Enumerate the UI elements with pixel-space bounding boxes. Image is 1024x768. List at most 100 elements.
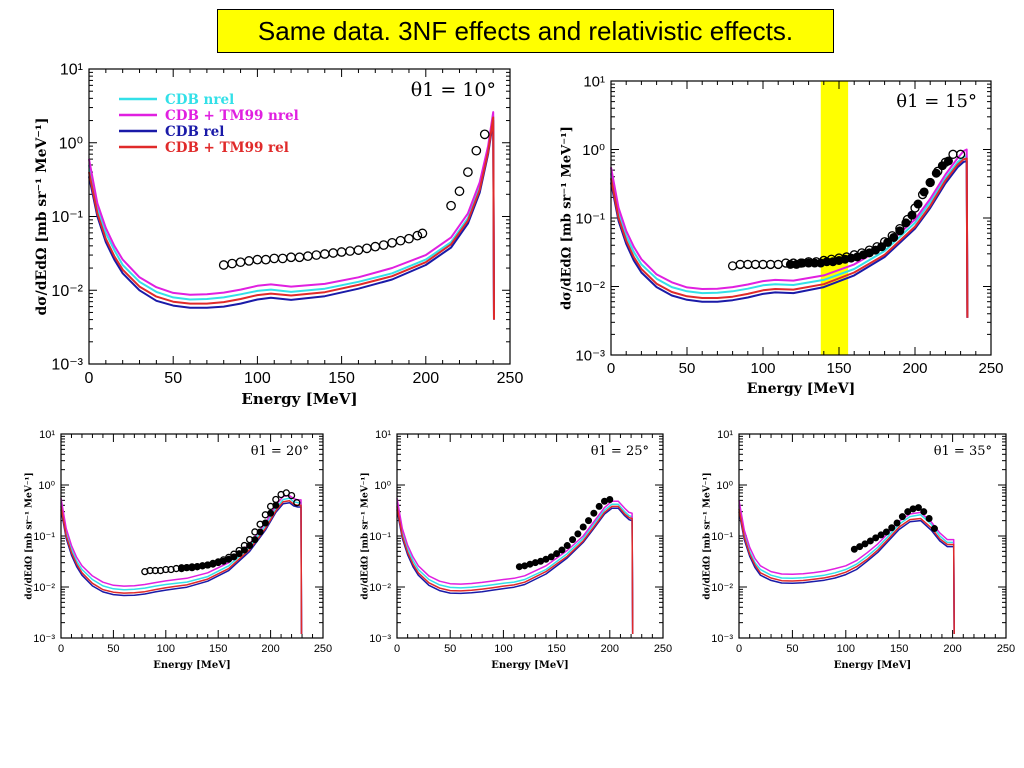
series-line-cdb-rel bbox=[610, 160, 969, 318]
x-axis-label: Energy [MeV] bbox=[491, 660, 568, 671]
panel-2: 10⁻³ 10⁻² 10⁻¹ 10⁰ 10¹ 0 50 100 150 200 250 θ1 = 15… bbox=[560, 73, 1004, 397]
data-point-open bbox=[277, 253, 288, 264]
data-point-filled bbox=[931, 168, 941, 178]
legend-label: CDB + TM99 nrel bbox=[165, 108, 299, 124]
data-point-filled bbox=[240, 546, 248, 554]
data-point-open bbox=[336, 247, 347, 257]
series-line-cdb-tm99-rel bbox=[738, 508, 955, 635]
series-line-cdb-rel bbox=[60, 501, 303, 635]
title-text: Same data. 3NF effects and relativistic … bbox=[257, 15, 794, 46]
x-tick-label: 100 bbox=[837, 643, 855, 655]
data-point-filled bbox=[261, 519, 269, 527]
data-point-open bbox=[260, 254, 271, 265]
x-tick-label: 250 bbox=[997, 643, 1015, 655]
data-point-filled bbox=[606, 495, 614, 503]
data-point-filled bbox=[267, 509, 275, 517]
y-axis-label: dσ/dEdΩ [mb sr⁻¹ MeV⁻¹] bbox=[34, 118, 50, 316]
data-point-filled bbox=[256, 528, 264, 536]
y-tick-label: 10⁰ bbox=[374, 480, 391, 492]
data-point-filled bbox=[866, 537, 874, 545]
series-line-cdb-tm99-nrel bbox=[610, 148, 969, 318]
x-tick-label: 100 bbox=[157, 643, 175, 655]
data-point-open bbox=[404, 233, 414, 244]
y-tick-label: 10⁰ bbox=[716, 480, 733, 492]
y-tick-label: 10⁻² bbox=[711, 582, 733, 594]
x-tick-label: 50 bbox=[444, 643, 456, 655]
series-line-cdb-nrel bbox=[60, 497, 303, 635]
data-point-filled bbox=[888, 524, 896, 532]
data-point-filled bbox=[585, 517, 593, 525]
plot-frame bbox=[88, 68, 511, 365]
data-point-open bbox=[328, 248, 339, 258]
highlight-band bbox=[820, 81, 849, 355]
y-tick-label: 10⁻¹ bbox=[575, 210, 605, 227]
theta-label: θ1 = 10° bbox=[411, 79, 496, 101]
data-point-filled bbox=[913, 199, 923, 209]
y-axis-label: dσ/dEdΩ [mb sr⁻¹ MeV⁻¹] bbox=[24, 472, 34, 599]
data-point-open bbox=[286, 252, 296, 263]
x-tick-label: 0 bbox=[736, 643, 742, 655]
data-point-open bbox=[287, 491, 296, 500]
y-tick-label: 10⁻² bbox=[575, 279, 605, 296]
y-tick-label: 10⁰ bbox=[582, 142, 605, 159]
y-tick-label: 10⁻³ bbox=[51, 357, 83, 374]
data-point-filled bbox=[272, 501, 280, 509]
theta-label: θ1 = 25° bbox=[591, 444, 649, 459]
y-tick-label: 10¹ bbox=[717, 429, 733, 441]
data-point-filled bbox=[595, 502, 603, 510]
data-point-filled bbox=[914, 504, 922, 512]
series-line-cdb-nrel bbox=[738, 505, 955, 635]
theta-label: θ1 = 35° bbox=[934, 444, 992, 459]
x-tick-label: 150 bbox=[826, 360, 851, 377]
data-point-open bbox=[378, 240, 389, 250]
data-point-filled bbox=[895, 226, 905, 236]
x-tick-label: 250 bbox=[978, 360, 1003, 377]
legend-label: CDB rel bbox=[165, 124, 224, 140]
data-point-open bbox=[765, 259, 776, 270]
data-point-open bbox=[235, 257, 246, 268]
data-point-open bbox=[735, 259, 745, 270]
data-point-open bbox=[151, 566, 159, 575]
data-point-filled bbox=[937, 161, 947, 171]
data-point-filled bbox=[877, 531, 885, 539]
data-point-filled bbox=[547, 553, 555, 561]
data-point-filled bbox=[901, 218, 911, 228]
data-point-filled bbox=[889, 232, 899, 242]
x-tick-label: 250 bbox=[497, 370, 524, 387]
data-point-open bbox=[362, 243, 372, 254]
series-line-cdb-tm99-nrel bbox=[88, 111, 495, 320]
data-point-open bbox=[269, 253, 280, 264]
x-tick-label: 150 bbox=[328, 370, 355, 387]
data-point-open bbox=[227, 258, 237, 269]
panel-3: 10⁻³ 10⁻² 10⁻¹ 10⁰ 10¹ 0 50 100 150 200 250 θ1 = 20… bbox=[24, 429, 332, 671]
data-point-filled bbox=[850, 545, 858, 553]
y-tick-label: 10⁻¹ bbox=[711, 531, 733, 543]
data-point-open bbox=[955, 149, 966, 159]
data-point-filled bbox=[590, 509, 598, 517]
data-point-open bbox=[773, 259, 783, 270]
data-point-filled bbox=[574, 530, 582, 538]
x-tick-label: 200 bbox=[902, 360, 927, 377]
data-point-filled bbox=[569, 536, 577, 544]
data-point-open bbox=[412, 230, 423, 241]
data-point-filled bbox=[861, 540, 869, 548]
data-point-open bbox=[272, 495, 280, 504]
data-point-open bbox=[395, 235, 406, 246]
y-tick-label: 10⁻² bbox=[369, 582, 391, 594]
y-tick-label: 10⁻¹ bbox=[33, 531, 55, 543]
x-tick-label: 150 bbox=[209, 643, 227, 655]
data-point-filled bbox=[883, 237, 893, 247]
data-point-open bbox=[252, 254, 263, 265]
series-line-cdb-tm99-nrel bbox=[738, 500, 955, 635]
data-point-open bbox=[353, 245, 364, 255]
data-point-filled bbox=[579, 523, 587, 531]
data-point-filled bbox=[925, 177, 935, 187]
series-line-cdb-tm99-rel bbox=[88, 116, 495, 320]
data-point-filled bbox=[943, 156, 953, 166]
data-point-open bbox=[218, 260, 229, 270]
series-line-cdb-tm99-rel bbox=[610, 157, 969, 318]
series-line-cdb-nrel bbox=[396, 502, 634, 635]
x-tick-label: 0 bbox=[85, 370, 94, 387]
y-tick-label: 10⁻³ bbox=[575, 347, 605, 364]
